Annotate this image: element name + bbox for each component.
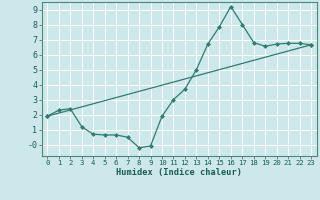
X-axis label: Humidex (Indice chaleur): Humidex (Indice chaleur) <box>116 168 242 177</box>
